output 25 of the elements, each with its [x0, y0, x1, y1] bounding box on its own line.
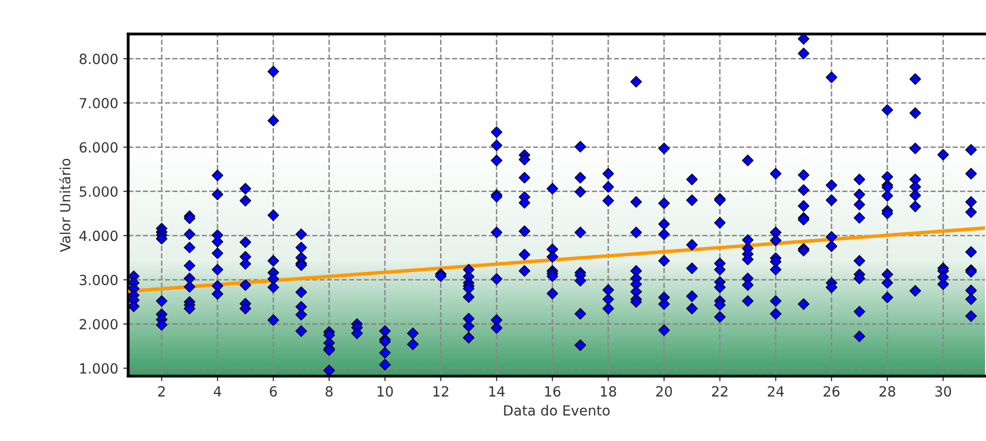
x-tick-label: 12 — [433, 386, 448, 396]
x-tick-label: 28 — [880, 386, 896, 397]
x-tick-label: 20 — [656, 386, 672, 397]
x-tick-label: 8 — [326, 386, 333, 397]
y-tick-label: 6.000 — [80, 142, 118, 153]
x-axis-title: Data do Evento — [504, 404, 610, 416]
y-tick-label: 2.000 — [80, 318, 118, 330]
x-tick-label: 10 — [378, 386, 393, 397]
x-tick-label: 6 — [270, 386, 277, 397]
y-tick-label: 4.000 — [79, 230, 118, 242]
x-tick-label: 4 — [214, 386, 222, 396]
x-tick-label: 14 — [489, 386, 505, 396]
x-tick-label: 26 — [824, 386, 840, 397]
y-tick-label: 3.000 — [80, 274, 118, 286]
y-tick-label: 8.000 — [80, 54, 118, 64]
y-axis-title: Valor Unitário — [59, 158, 70, 252]
x-tick-label: 22 — [712, 386, 728, 396]
y-tick-label: 7.000 — [80, 98, 118, 108]
x-tick-label: 30 — [935, 386, 952, 397]
x-tick-label: 24 — [768, 386, 784, 396]
x-tick-label: 2 — [158, 386, 165, 396]
x-tick-label: 16 — [545, 386, 560, 397]
y-tick-label: 1.000 — [80, 363, 118, 374]
y-tick-label: 5.000 — [80, 186, 118, 197]
x-tick-label: 18 — [600, 386, 616, 397]
